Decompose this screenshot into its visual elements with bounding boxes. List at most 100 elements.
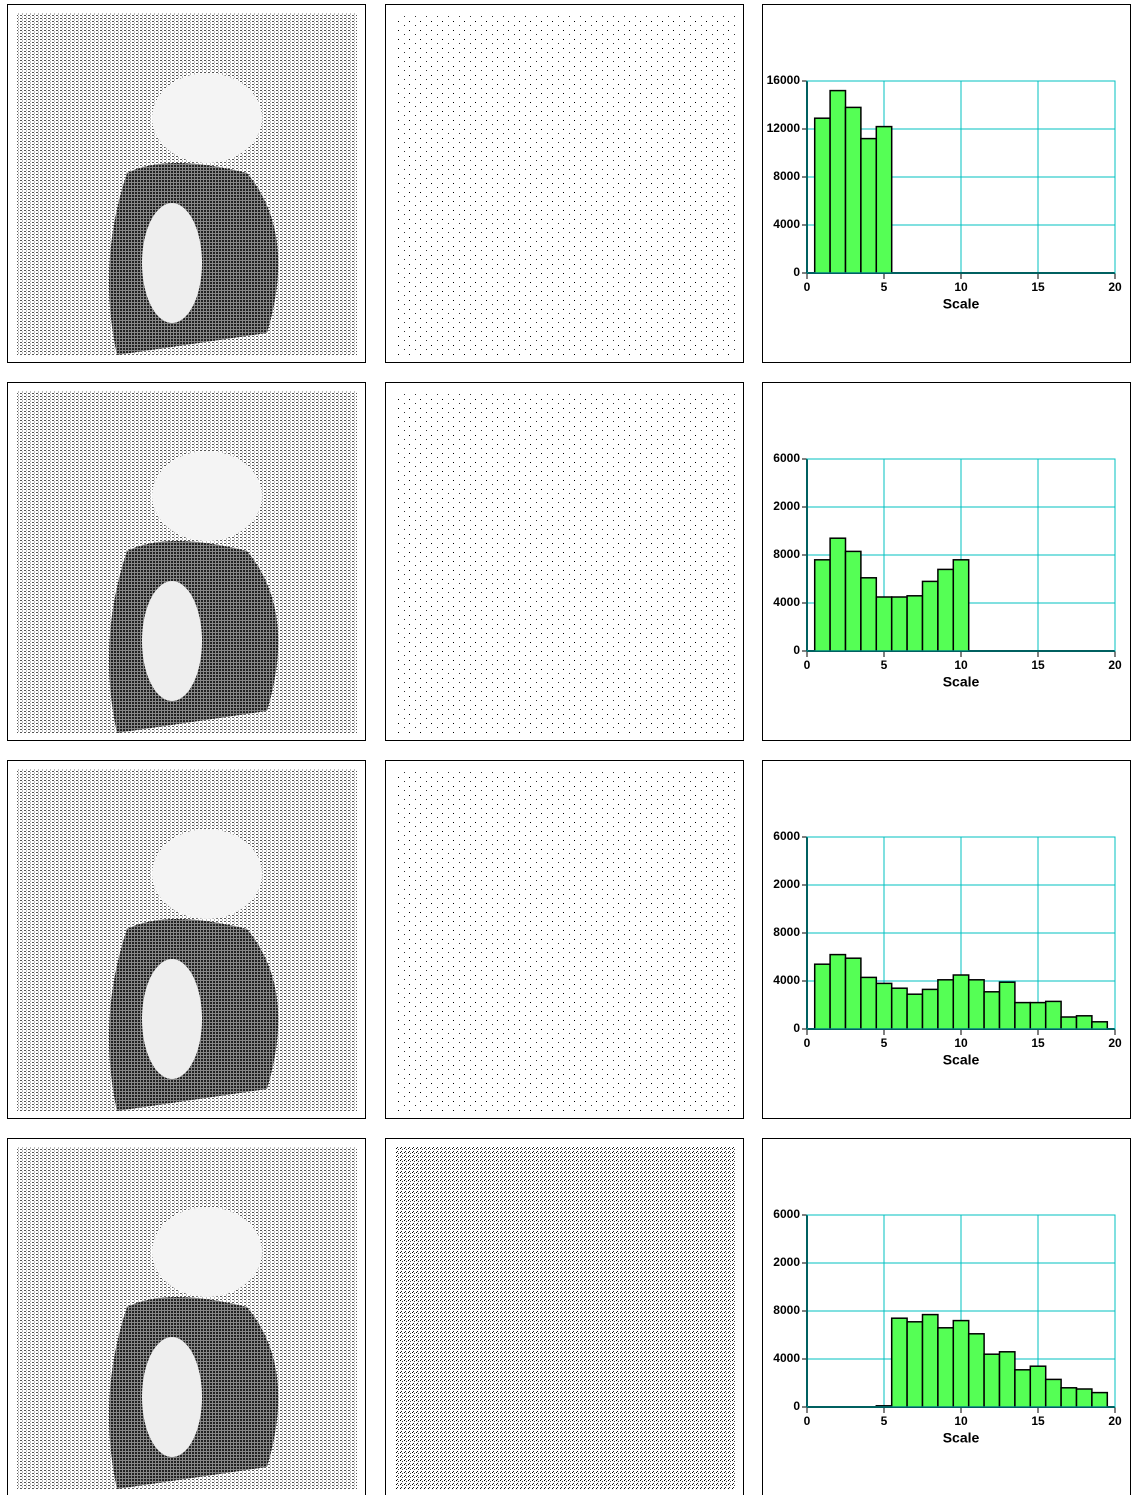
bar [876, 983, 891, 1029]
x-tick-label: 15 [1031, 280, 1045, 294]
bar [1015, 1003, 1030, 1029]
x-axis-label: Scale [943, 674, 980, 690]
y-tick-label: 2000 [773, 877, 800, 891]
bar [846, 551, 861, 651]
y-tick-label: 8000 [773, 925, 800, 939]
bar [846, 958, 861, 1029]
x-tick-label: 20 [1108, 1036, 1122, 1050]
bird-head [152, 1207, 262, 1297]
y-tick-label: 6000 [773, 451, 800, 465]
x-tick-label: 20 [1108, 280, 1122, 294]
bar [923, 1315, 938, 1407]
detail-image [395, 391, 735, 733]
detail-image [395, 13, 735, 355]
y-tick-label: 2000 [773, 499, 800, 513]
bar [815, 964, 830, 1029]
bar [892, 1318, 907, 1407]
bar [830, 538, 845, 651]
bar [861, 977, 876, 1029]
y-tick-label: 8000 [773, 169, 800, 183]
bar [892, 597, 907, 651]
bar [1092, 1022, 1107, 1029]
y-tick-label: 4000 [773, 1351, 800, 1365]
bar [1046, 1001, 1061, 1029]
bar [876, 597, 891, 651]
x-axis-label: Scale [943, 296, 980, 312]
x-tick-label: 15 [1031, 1414, 1045, 1428]
x-tick-label: 0 [804, 658, 811, 672]
bar [892, 988, 907, 1029]
bar [1000, 982, 1015, 1029]
bar [938, 1328, 953, 1407]
bar [1030, 1366, 1045, 1407]
bar [830, 91, 845, 273]
y-tick-label: 2000 [773, 1255, 800, 1269]
bar [1046, 1379, 1061, 1407]
bird-wing [142, 581, 202, 701]
x-tick-label: 0 [804, 1036, 811, 1050]
y-tick-label: 8000 [773, 547, 800, 561]
bar [984, 1354, 999, 1407]
x-tick-label: 5 [881, 1036, 888, 1050]
bird-head [152, 451, 262, 541]
bird-head [152, 73, 262, 163]
bar [1077, 1389, 1092, 1407]
x-tick-label: 15 [1031, 658, 1045, 672]
x-axis-label: Scale [943, 1430, 980, 1446]
bar [815, 560, 830, 651]
bar [923, 581, 938, 651]
bar [1061, 1017, 1076, 1029]
bar [907, 1322, 922, 1407]
x-tick-label: 0 [804, 1414, 811, 1428]
y-tick-label: 16000 [767, 73, 801, 87]
y-tick-label: 6000 [773, 829, 800, 843]
bar [953, 560, 968, 651]
x-tick-label: 5 [881, 1414, 888, 1428]
bird-wing [142, 959, 202, 1079]
bar [907, 994, 922, 1029]
x-tick-label: 5 [881, 658, 888, 672]
bar [953, 975, 968, 1029]
detail-image [395, 1147, 735, 1489]
bar [861, 139, 876, 273]
bar [1030, 1003, 1045, 1029]
y-tick-label: 8000 [773, 1303, 800, 1317]
bar [969, 980, 984, 1029]
y-tick-label: 6000 [773, 1207, 800, 1221]
x-tick-label: 10 [954, 280, 968, 294]
y-tick-label: 4000 [773, 595, 800, 609]
x-tick-label: 20 [1108, 1414, 1122, 1428]
bar [830, 955, 845, 1029]
y-tick-label: 0 [793, 1021, 800, 1035]
y-tick-label: 4000 [773, 217, 800, 231]
bar [815, 118, 830, 273]
x-axis-label: Scale [943, 1052, 980, 1068]
y-tick-label: 0 [793, 643, 800, 657]
bar [1077, 1016, 1092, 1029]
x-tick-label: 20 [1108, 658, 1122, 672]
detail-image [395, 769, 735, 1111]
bar [923, 989, 938, 1029]
bird-wing [142, 203, 202, 323]
bar [846, 107, 861, 273]
bar [1015, 1370, 1030, 1407]
y-tick-label: 12000 [767, 121, 801, 135]
bird-wing [142, 1337, 202, 1457]
bar [953, 1321, 968, 1407]
x-tick-label: 10 [954, 1414, 968, 1428]
y-tick-label: 0 [793, 265, 800, 279]
x-tick-label: 15 [1031, 1036, 1045, 1050]
x-tick-label: 10 [954, 1036, 968, 1050]
bar [1092, 1393, 1107, 1407]
bar [907, 596, 922, 651]
y-tick-label: 4000 [773, 973, 800, 987]
bar [876, 127, 891, 273]
bar [969, 1334, 984, 1407]
x-tick-label: 10 [954, 658, 968, 672]
y-tick-label: 0 [793, 1399, 800, 1413]
bar [938, 980, 953, 1029]
bar [1061, 1388, 1076, 1407]
x-tick-label: 0 [804, 280, 811, 294]
bar [861, 578, 876, 651]
x-tick-label: 5 [881, 280, 888, 294]
